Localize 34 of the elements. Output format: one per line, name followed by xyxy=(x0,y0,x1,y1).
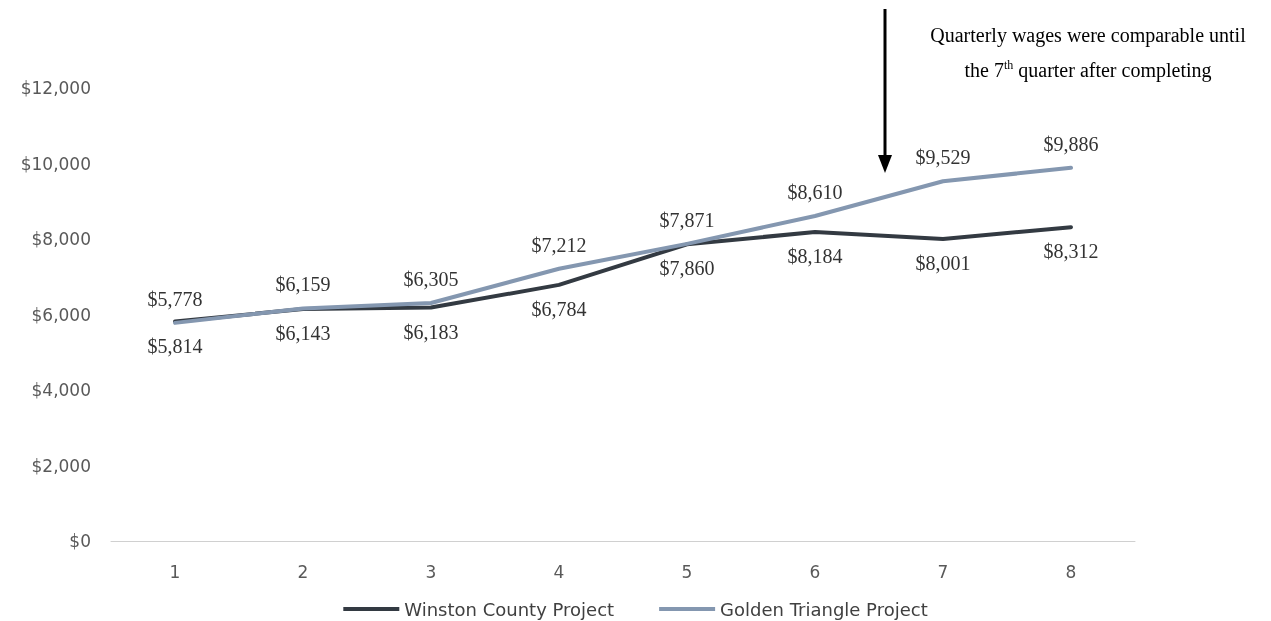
x-tick-label: 6 xyxy=(809,561,821,582)
y-tick-label: $8,000 xyxy=(31,229,91,249)
data-label: $7,212 xyxy=(531,233,587,256)
data-label: $6,143 xyxy=(275,322,331,345)
data-label: $8,001 xyxy=(915,251,971,274)
data-label: $8,312 xyxy=(1043,240,1099,263)
text: Quarterly wages were comparable until the 7$^{th}$ quarter after completing xyxy=(929,23,1247,84)
x-tick-label: 2 xyxy=(297,561,309,582)
y-tick-label: $12,000 xyxy=(20,78,91,98)
data-label: $6,784 xyxy=(531,297,587,320)
y-tick-label: $0 xyxy=(69,531,91,551)
data-label: $7,860 xyxy=(659,257,715,280)
data-label: $7,871 xyxy=(659,208,715,231)
x-tick-label: 5 xyxy=(681,561,693,582)
data-label: $9,529 xyxy=(915,146,971,169)
data-label: $6,183 xyxy=(403,320,459,343)
x-tick-label: 1 xyxy=(169,561,181,582)
x-tick-label: 8 xyxy=(1065,561,1077,582)
y-tick-label: $6,000 xyxy=(31,304,91,325)
data-label: $6,305 xyxy=(403,267,459,290)
legend-label: Golden Triangle Project xyxy=(720,598,928,620)
legend-label: Winston County Project xyxy=(404,598,615,620)
x-tick-label: 4 xyxy=(553,561,565,582)
y-tick-label: $2,000 xyxy=(31,455,91,476)
data-label: $5,778 xyxy=(147,287,203,310)
y-tick-label: $10,000 xyxy=(20,153,91,174)
y-tick-label: $4,000 xyxy=(31,380,91,400)
data-label: $9,886 xyxy=(1043,132,1099,155)
x-tick-label: 7 xyxy=(937,561,949,582)
data-label: $5,814 xyxy=(147,334,203,357)
x-tick-label: 3 xyxy=(425,561,437,582)
data-label: $8,610 xyxy=(787,180,843,203)
data-label: $6,159 xyxy=(275,273,331,296)
data-label: $8,184 xyxy=(787,245,843,268)
